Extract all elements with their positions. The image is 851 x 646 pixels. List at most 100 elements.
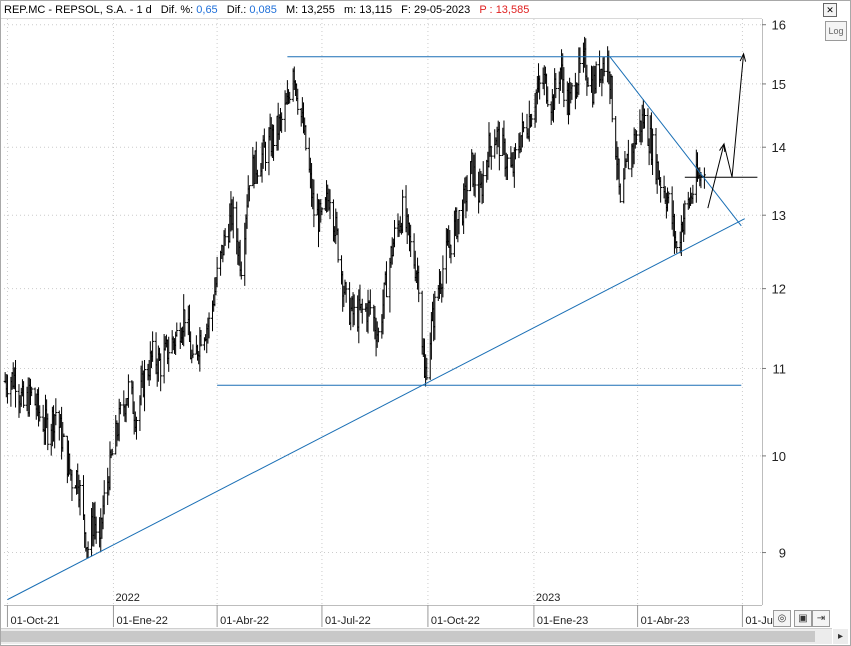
y-tick-label: 14 [772,140,786,155]
ohlc-bar [247,185,251,202]
ohlc-bar [54,398,58,426]
y-tick-label: 11 [773,361,787,376]
ohlc-bar [683,200,687,235]
close-icon[interactable]: ✕ [823,3,837,17]
ohlc-bar [530,113,534,127]
ohlc-bar [5,374,9,404]
save-chart-icon[interactable]: ▣ [794,610,812,627]
ohlc-bar [62,433,66,437]
ohlc-bar [659,176,663,203]
ohlc-bar [675,240,679,254]
ohlc-bar [384,261,388,298]
ohlc-bar [481,161,485,203]
ohlc-bar [110,448,114,456]
symbol-title: REP.MC - REPSOL, S.A. - 1 d [4,4,152,16]
ohlc-bar [223,228,227,246]
ohlc-bar [497,121,501,171]
dif-pct-value: 0,65 [196,4,218,16]
ohlc-bar [134,416,138,440]
fit-range-icon[interactable]: ⇥ [812,610,830,627]
year-label: 2023 [536,592,560,604]
ohlc-bar [352,294,356,326]
ohlc-bar [344,281,348,303]
header-divider [0,18,762,19]
x-tick-label: 01-Ene-22 [116,615,167,627]
ohlc-bar [167,336,171,372]
projection-arrowhead-1 [719,142,726,152]
ohlc-bar [409,224,413,258]
ohlc-bar [239,261,243,280]
ohlc-bar [562,67,566,108]
ohlc-bar [255,169,259,184]
ohlc-bar [280,112,284,133]
x-tick-label: 01-Oct-22 [431,615,480,627]
ohlc-bar [570,83,574,100]
ohlc-bar [546,86,550,107]
ascending-trendline [7,218,745,601]
zoom-tool-icon[interactable]: ◎ [773,610,791,627]
ohlc-bar [304,125,308,151]
ohlc-bar [38,405,42,422]
log-scale-button[interactable]: Log [825,21,847,41]
y-tick-label: 12 [772,282,786,297]
projection-path [707,53,745,209]
ohlc-bar [215,256,219,288]
ohlc-bar [14,360,18,408]
ohlc-bar [78,479,82,516]
ohlc-bar [513,143,517,160]
date-label: F: [401,4,411,16]
ohlc-bar [207,312,211,339]
ohlc-bar [651,128,655,176]
y-tick-label: 15 [772,77,786,92]
ohlc-bar [602,56,606,77]
ohlc-bar [46,413,50,451]
scrollbar-thumb[interactable] [0,631,815,642]
ohlc-bar [594,61,598,94]
ohlc-bar [626,139,630,170]
ohlc-bar [86,541,90,559]
horizontal-scrollbar[interactable] [0,628,832,644]
ohlc-bar [465,175,469,212]
ohlc-bar [610,75,614,123]
ohlc-bar [691,184,695,204]
ohlc-bar [554,73,558,99]
ohlc-bar [642,108,646,129]
ohlc-bar [30,386,34,397]
y-tick-label: 16 [772,18,786,33]
ohlc-bar [505,154,509,181]
min-value: 13,115 [359,4,393,16]
ohlc-bar [263,141,267,171]
y-tick-label: 10 [772,449,786,464]
dif-pct-label: Dif. %: [160,4,194,16]
ohlc-bar [143,360,147,412]
ohlc-bar [191,344,195,359]
ohlc-bar [473,152,477,198]
ohlc-bar [376,327,380,343]
x-tick-label: 01-Ene-23 [537,615,588,627]
ohlc-bar [634,130,638,145]
ohlc-bar [183,309,187,337]
ohlc-bar [538,75,542,100]
ohlc-bar [328,189,332,220]
ohlc-bar [586,77,590,87]
ohlc-bar [449,244,453,264]
ohlc-bar [368,289,372,315]
date-value: 29-05-2023 [414,4,471,16]
max-label: M: [285,4,299,16]
ohlc-bar [199,330,203,347]
ohlc-bar [401,189,405,234]
descending-trendline [609,56,742,227]
ohlc-bar [578,47,582,73]
max-value: 13,255 [301,4,335,16]
ohlc-bar [175,322,179,337]
dif-value: 0,085 [249,4,277,16]
ohlc-bar [102,480,106,515]
scroll-right-arrow-icon[interactable]: ▸ [833,629,848,644]
ohlc-bar [489,145,493,170]
chart-header: REP.MC - REPSOL, S.A. - 1 d Dif. %: 0,65… [4,3,529,19]
ohlc-bar [70,469,74,501]
ohlc-bar [441,255,445,298]
ohlc-bar [393,219,397,248]
ohlc-bar [320,207,324,216]
